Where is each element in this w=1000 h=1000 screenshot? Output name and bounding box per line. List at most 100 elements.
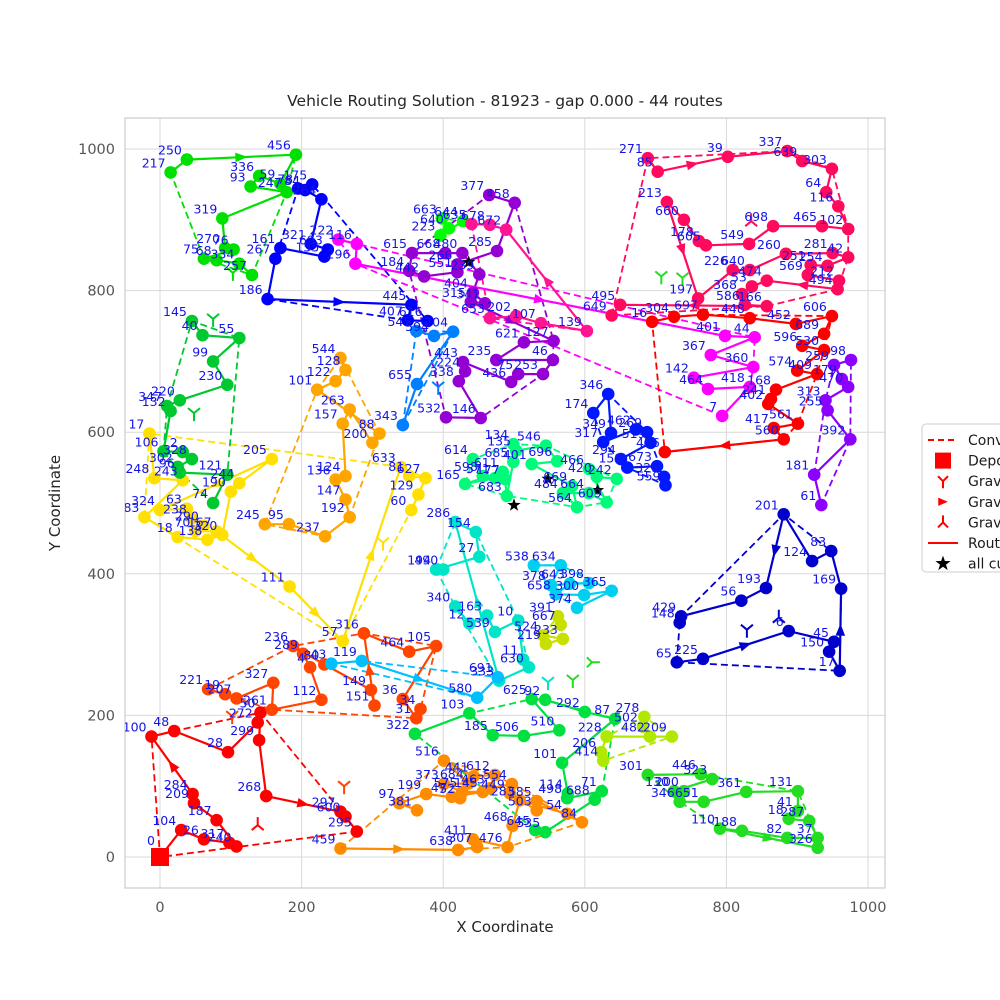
customer-point — [713, 822, 727, 835]
customer-point — [667, 784, 681, 798]
customer-point — [590, 470, 604, 484]
customer-label: 31 — [395, 701, 411, 716]
customer-point — [696, 652, 710, 666]
customer-point — [704, 348, 718, 362]
legend-marker-tri-left — [938, 497, 948, 506]
customer-label: 643 — [541, 567, 565, 582]
x-tick-label: 800 — [713, 900, 741, 916]
customer-point — [834, 582, 848, 595]
customer-label: 18 — [157, 520, 173, 535]
customer-point — [410, 377, 424, 391]
customer-point — [504, 375, 518, 389]
customer-point — [210, 525, 223, 538]
customer-point — [427, 329, 441, 343]
customer-label: 616 — [399, 304, 423, 319]
customer-label: 271 — [619, 141, 643, 156]
customer-point — [570, 500, 584, 514]
customer-point — [745, 280, 759, 293]
customer-label: 93 — [230, 170, 246, 185]
route-arrow — [168, 760, 180, 773]
customer-point — [748, 331, 761, 344]
customer-label: 56 — [720, 584, 736, 599]
customer-label: 289 — [274, 637, 298, 652]
customer-point — [739, 785, 753, 799]
customer-label: 630 — [500, 650, 524, 665]
customer-label: 468 — [484, 809, 508, 824]
customer-point — [659, 479, 672, 492]
customer-point — [517, 729, 531, 743]
customer-point — [439, 411, 453, 424]
customer-label: 157 — [314, 407, 338, 422]
customer-point — [442, 222, 456, 235]
customer-point — [210, 813, 223, 827]
customer-point — [501, 840, 514, 854]
customer-point — [452, 374, 466, 388]
customer-point — [538, 825, 552, 839]
customer-label: 124 — [783, 544, 807, 559]
customer-label: 263 — [321, 393, 345, 408]
gravity-center-marker — [772, 609, 786, 624]
customer-point — [197, 252, 211, 265]
customer-point — [334, 351, 347, 365]
x-tick-label: 400 — [429, 900, 457, 916]
customer-label: 50 — [240, 696, 256, 711]
customer-label: 524 — [514, 618, 538, 633]
customer-label: 673 — [628, 449, 652, 464]
customer-label: 328 — [163, 442, 187, 457]
customer-point — [582, 486, 596, 500]
customer-label: 300 — [555, 578, 579, 593]
customer-point — [844, 433, 857, 446]
customer-label: 297 — [312, 795, 336, 810]
customer-label: 530 — [795, 333, 819, 348]
customer-label: 119 — [333, 644, 357, 659]
customer-label: 193 — [737, 571, 761, 586]
customer-point — [464, 295, 478, 309]
customer-point — [549, 588, 563, 601]
customer-point — [824, 544, 838, 558]
customer-point — [547, 334, 560, 348]
customer-label: 139 — [558, 314, 582, 329]
customer-label: 378 — [522, 568, 546, 583]
customer-point — [587, 406, 600, 420]
customer-label: 320 — [193, 518, 217, 533]
customer-label: 539 — [466, 615, 490, 630]
customer-label: 463 — [461, 771, 485, 786]
customer-point — [339, 363, 352, 377]
all-customers-star — [541, 471, 555, 485]
customer-point — [815, 498, 828, 512]
customer-label: 251 — [782, 248, 806, 263]
customer-point — [458, 477, 472, 491]
customer-point — [486, 728, 500, 742]
customer-point — [334, 842, 347, 855]
customer-label: 27 — [458, 540, 474, 555]
route-arrow — [771, 544, 781, 557]
customer-point — [761, 397, 775, 411]
customer-label: 329 — [635, 460, 659, 475]
customer-point — [528, 823, 542, 837]
customer-label: 269 — [618, 415, 642, 430]
customer-point — [536, 367, 550, 381]
customer-point — [410, 804, 424, 817]
customer-label: 43 — [310, 647, 326, 662]
customer-label: 465 — [793, 209, 817, 224]
customer-point — [343, 510, 357, 524]
customer-label: 194 — [407, 553, 431, 568]
customer-point — [498, 472, 512, 486]
customer-point — [402, 264, 416, 278]
customer-label: 596 — [773, 329, 797, 344]
customer-label: 201 — [755, 497, 779, 512]
customer-label: 150 — [800, 635, 824, 650]
customer-point — [180, 153, 194, 166]
customer-label: 237 — [296, 519, 320, 534]
customer-point — [694, 767, 708, 781]
customer-point — [434, 229, 447, 242]
customer-point — [791, 417, 805, 431]
customer-label: 60 — [390, 493, 406, 508]
customer-label: 179 — [813, 362, 837, 377]
customer-label: 55 — [218, 321, 234, 336]
customer-label: 660 — [655, 203, 679, 218]
customer-point — [310, 383, 324, 397]
route-arrow — [835, 623, 846, 636]
customer-label: 99 — [192, 344, 208, 359]
